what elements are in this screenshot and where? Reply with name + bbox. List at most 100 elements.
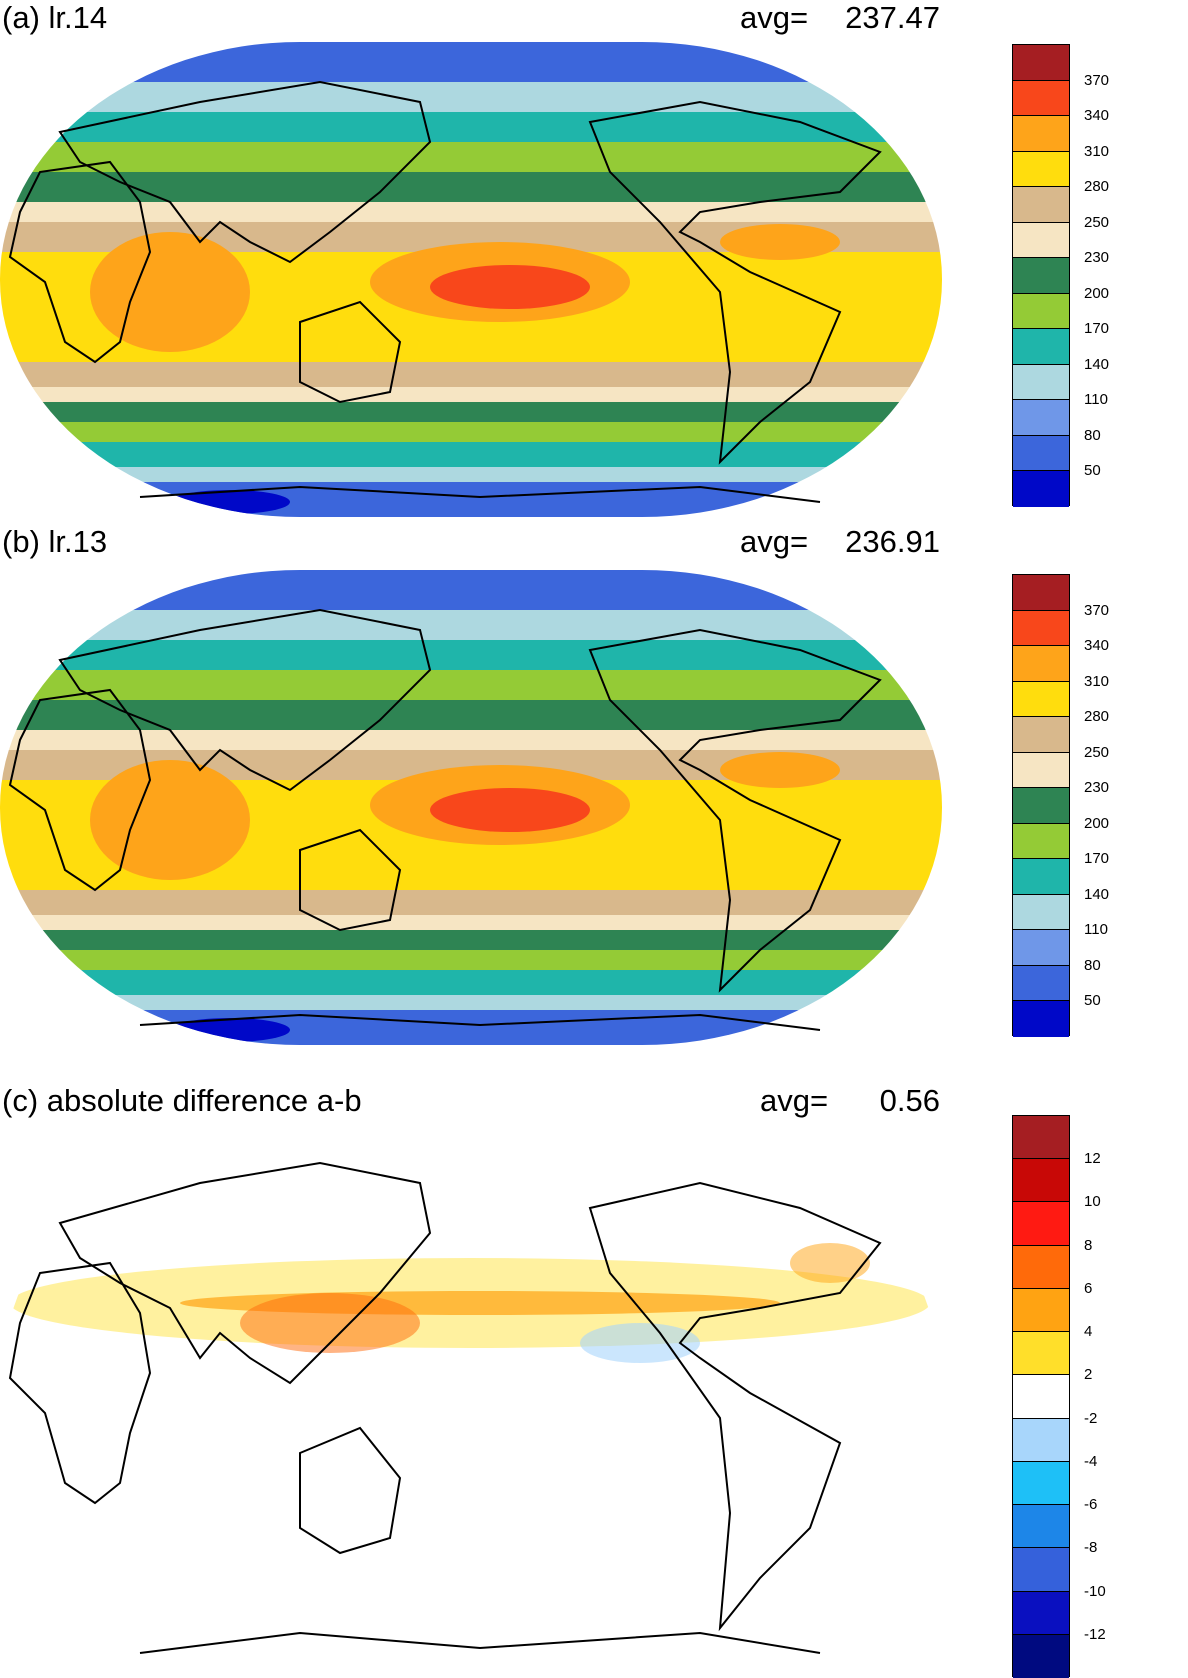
- colorbar-swatch: [1013, 1461, 1069, 1506]
- colorbar-label: 200: [1084, 814, 1110, 832]
- warm-pool-indian: [90, 760, 250, 880]
- colorbar-swatch: [1013, 717, 1069, 753]
- band-110-s: [0, 995, 942, 1010]
- band-230-s: [0, 915, 942, 930]
- colorbar-label: 370: [1084, 601, 1110, 619]
- colorbar-swatch: [1013, 752, 1069, 789]
- map-panel: [0, 1113, 942, 1668]
- colorbar-label: -4: [1084, 1452, 1098, 1470]
- colorbar-swatch: [1013, 187, 1069, 223]
- band-110: [0, 82, 942, 112]
- colorbar: [1012, 574, 1070, 1037]
- colorbar-label: 140: [1084, 355, 1110, 373]
- colorbar-label: 50: [1084, 992, 1101, 1010]
- band-110: [0, 610, 942, 640]
- colorbar-label: 10: [1084, 1193, 1101, 1211]
- antarctica-coast: [139, 485, 821, 503]
- colorbar-label: 170: [1084, 850, 1110, 868]
- colorbar: [1012, 44, 1070, 507]
- map-svg: [0, 570, 942, 1045]
- colorbar-swatch: [1013, 1548, 1069, 1592]
- band-140: [0, 640, 942, 670]
- band-200-s: [0, 402, 942, 422]
- avg-label: avg=: [760, 1083, 829, 1118]
- colorbar-label: 230: [1084, 249, 1110, 267]
- colorbar-swatch: [1013, 258, 1069, 294]
- colorbar-label: 8: [1084, 1236, 1093, 1254]
- colorbar-label: 110: [1084, 391, 1108, 409]
- colorbar-swatch: [1013, 1202, 1069, 1246]
- americas-coast: [588, 100, 882, 465]
- eurasia-coast: [58, 608, 432, 792]
- colorbar-swatch: [1013, 1001, 1069, 1037]
- colorbar-swatch: [1013, 823, 1069, 860]
- colorbar-swatch: [1013, 1332, 1069, 1376]
- colorbar-label: -6: [1084, 1496, 1098, 1514]
- warm-core-pacific: [430, 265, 590, 309]
- colorbar-swatch: [1013, 610, 1069, 647]
- band-170-s: [0, 950, 942, 970]
- panel-title: (b) lr.13: [2, 524, 108, 559]
- colorbar-label: 170: [1084, 320, 1110, 338]
- colorbar-label: -8: [1084, 1539, 1098, 1557]
- colorbar-swatch: [1013, 45, 1069, 81]
- warm-pool-atlantic: [720, 752, 840, 788]
- africa-coast: [8, 160, 152, 364]
- eurasia-coast: [58, 80, 432, 264]
- colorbar-swatch: [1013, 788, 1069, 824]
- colorbar-swatch: [1013, 575, 1069, 611]
- band-250-s: [0, 362, 942, 387]
- map-svg: [0, 1113, 942, 1668]
- colorbar-label: 6: [1084, 1279, 1093, 1297]
- band-200-s: [0, 930, 942, 950]
- map-panel: [0, 42, 942, 517]
- colorbar-label: -12: [1084, 1625, 1106, 1643]
- panel-c: (c) absolute difference a-b avg= 0.56: [0, 1083, 1188, 1678]
- colorbar-label: 50: [1084, 462, 1101, 480]
- eurasia-coast: [58, 1161, 432, 1385]
- avg-label: avg=: [740, 0, 809, 35]
- colorbar-label: 230: [1084, 779, 1110, 797]
- colorbar-swatch: [1013, 80, 1069, 117]
- australia-coast: [299, 828, 402, 932]
- colorbar-swatch: [1013, 1418, 1069, 1462]
- avg-value: 0.56: [879, 1083, 940, 1118]
- band-80: [0, 42, 942, 82]
- panel-title: (c) absolute difference a-b: [2, 1083, 362, 1118]
- americas-coast: [588, 628, 882, 993]
- map-panel: [0, 570, 942, 1045]
- colorbar-swatch: [1013, 400, 1069, 436]
- avg-label: avg=: [740, 524, 809, 559]
- colorbar-label: 140: [1084, 885, 1110, 903]
- africa-coast: [8, 1261, 152, 1505]
- colorbar-swatch: [1013, 1116, 1069, 1160]
- colorbar-label: 370: [1084, 71, 1110, 89]
- colorbar-swatch: [1013, 859, 1069, 895]
- band-140: [0, 112, 942, 142]
- diff-core-warm: [240, 1293, 420, 1353]
- colorbar-swatch: [1013, 1159, 1069, 1203]
- colorbar-swatch: [1013, 681, 1069, 718]
- colorbar-label: 340: [1084, 637, 1110, 655]
- colorbar-swatch: [1013, 1375, 1069, 1419]
- diff-neg-patch: [580, 1323, 700, 1363]
- colorbar-swatch: [1013, 1288, 1069, 1333]
- colorbar-swatch: [1013, 329, 1069, 365]
- colorbar-label: 250: [1084, 743, 1110, 761]
- colorbar-swatch: [1013, 1591, 1069, 1635]
- band-170: [0, 670, 942, 700]
- colorbar-swatch: [1013, 293, 1069, 330]
- band-230: [0, 202, 942, 222]
- colorbar-label: 110: [1084, 921, 1108, 939]
- colorbar-swatch: [1013, 965, 1069, 1002]
- panel-title: (a) lr.14: [2, 0, 108, 35]
- colorbar-label: 310: [1084, 142, 1110, 160]
- panel-b: (b) lr.13 avg= 236.91: [0, 524, 1188, 1069]
- colorbar-label: 4: [1084, 1323, 1093, 1341]
- background: [0, 1113, 942, 1668]
- colorbar-swatch: [1013, 364, 1069, 401]
- colorbar-swatch: [1013, 1245, 1069, 1289]
- colorbar-label: -10: [1084, 1582, 1106, 1600]
- colorbar-swatch: [1013, 930, 1069, 966]
- colorbar-label: 280: [1084, 178, 1110, 196]
